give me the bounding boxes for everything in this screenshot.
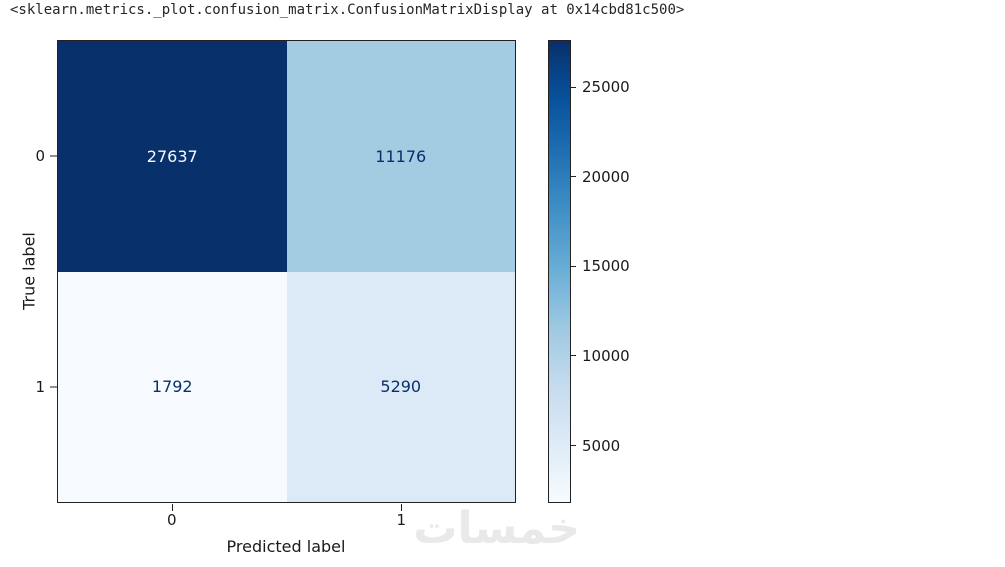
x-axis-tick-mark xyxy=(401,504,403,511)
x-tick-label-1: 1 xyxy=(396,511,407,529)
colorbar-tick-mark xyxy=(571,86,576,88)
cell-value: 27637 xyxy=(146,146,198,166)
x-tick-label-0: 0 xyxy=(166,511,177,529)
colorbar-tick-label: 15000 xyxy=(582,257,630,276)
colorbar-tick: 10000 xyxy=(571,347,630,365)
colorbar-tick-mark xyxy=(571,176,576,178)
colorbar-tick-label: 20000 xyxy=(582,167,630,186)
cell-true0-pred1: 11176 xyxy=(286,41,515,272)
colorbar xyxy=(548,40,571,503)
khamsat-watermark: خمسات xyxy=(413,503,580,554)
cell-true1-pred0: 1792 xyxy=(58,271,287,502)
colorbar-tick: 15000 xyxy=(571,257,630,275)
y-axis-label: True label xyxy=(19,232,39,310)
cell-value: 11176 xyxy=(375,146,427,166)
colorbar-tick-mark xyxy=(571,265,576,267)
colorbar-tick-mark xyxy=(571,445,576,447)
colorbar-tick-mark xyxy=(571,355,576,357)
cell-true1-pred1: 5290 xyxy=(286,271,515,502)
colorbar-tick-label: 10000 xyxy=(582,346,630,365)
x-axis-tick-mark xyxy=(171,504,173,511)
repr-title: <sklearn.metrics._plot.confusion_matrix.… xyxy=(10,2,685,18)
cell-value: 1792 xyxy=(151,377,193,397)
colorbar-tick: 20000 xyxy=(571,168,630,186)
colorbar-tick: 25000 xyxy=(571,78,630,96)
colorbar-tick-label: 5000 xyxy=(582,436,621,455)
colorbar-tick-label: 25000 xyxy=(582,78,630,97)
colorbar-tick: 5000 xyxy=(571,437,620,455)
cell-true0-pred0: 27637 xyxy=(58,41,287,272)
cell-value: 5290 xyxy=(380,377,422,397)
y-axis-tick-mark xyxy=(50,155,57,157)
y-tick-label-1: 1 xyxy=(35,378,45,397)
y-axis-tick-mark xyxy=(50,386,57,388)
y-tick-label-0: 0 xyxy=(35,146,45,165)
heatmap-plot-area: 27637 11176 1792 5290 xyxy=(57,40,516,503)
x-axis-label: Predicted label xyxy=(226,537,346,556)
colorbar-ticks: 5000 10000 15000 20000 25000 xyxy=(571,40,681,503)
